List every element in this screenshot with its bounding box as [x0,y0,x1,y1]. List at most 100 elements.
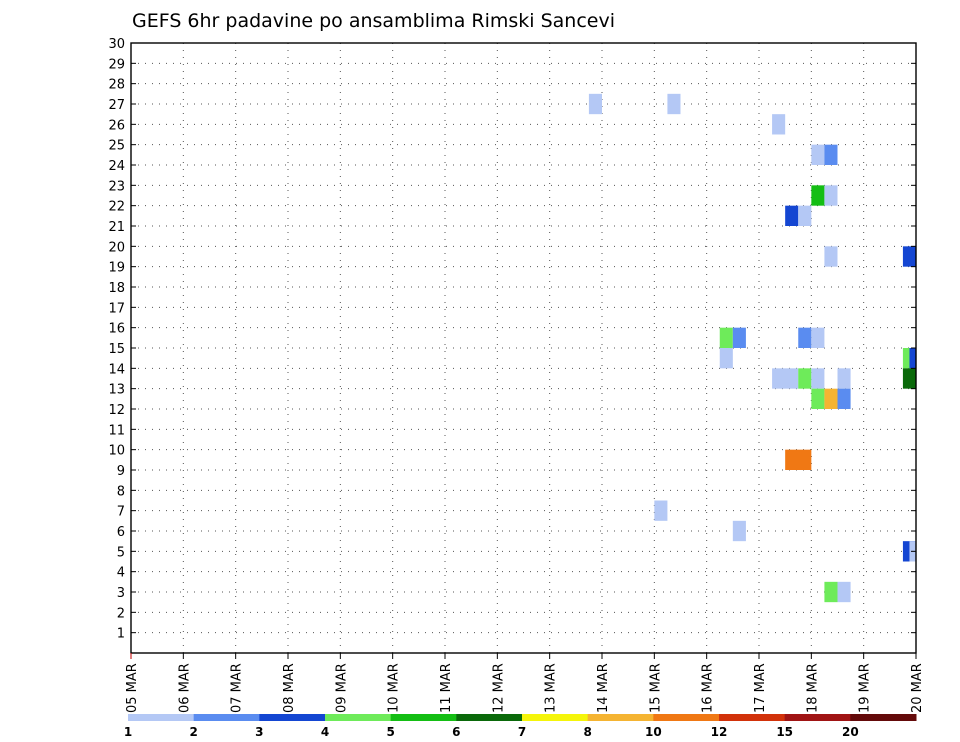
legend-label: 1 [124,725,132,739]
y-tick-label: 5 [117,545,125,560]
y-tick-label: 21 [108,220,125,235]
y-tick-label: 23 [108,179,125,194]
y-tick-label: 28 [108,78,125,93]
data-cell [902,368,916,389]
data-cell [719,327,733,348]
data-cell [772,114,786,135]
data-cell [811,388,825,409]
y-tick-label: 29 [108,57,125,72]
y-tick-label: 30 [108,37,125,52]
y-tick-label: 12 [108,403,125,418]
y-tick-label: 25 [108,139,125,154]
data-cell [837,388,851,409]
x-axis: 05 MAR 06 MAR 07 MAR 08 MAR 09 MAR 10 MAR 11 M… [125,653,925,713]
legend-swatch [719,714,786,721]
y-tick-label: 9 [117,464,125,479]
y-tick-label: 24 [108,159,125,174]
x-tick-label: 08 MAR [282,663,297,713]
x-tick-label: 15 MAR [648,663,663,713]
legend-label: 8 [583,725,591,739]
data-cell [909,348,916,369]
legend-label: 4 [321,725,329,739]
y-tick-label: 8 [117,484,125,499]
legend-label: 12 [711,725,728,739]
legend-swatch [456,714,523,721]
y-tick-label: 10 [108,444,125,459]
y-tick-label: 1 [117,627,125,642]
legend-swatch [587,714,654,721]
data-cell [588,93,602,115]
data-cell [811,144,825,165]
data-cell [824,581,838,603]
data-cell [785,205,799,226]
y-tick-label: 6 [117,525,125,540]
x-tick-label: 18 MAR [805,663,820,713]
x-tick-label: 17 MAR [753,663,768,713]
legend-swatch [259,714,326,721]
data-cell [837,581,851,603]
x-tick-label: 20 MAR [910,663,925,713]
legend-swatch [193,714,260,721]
legend-label: 7 [518,725,526,739]
legend-swatch [325,714,392,721]
data-cell [654,500,668,521]
legend-label: 2 [189,725,197,739]
x-tick-label: 19 MAR [858,663,873,713]
x-tick-label: 14 MAR [596,663,611,713]
data-cell [811,185,825,206]
y-tick-label: 14 [108,362,125,377]
data-cell [667,93,681,115]
legend-swatch [390,714,457,721]
legend-swatch [850,714,917,721]
y-tick-label: 16 [108,322,125,337]
y-tick-label: 2 [117,606,125,621]
legend-label: 3 [255,725,263,739]
x-tick-label: 10 MAR [387,663,402,713]
y-tick-label: 18 [108,281,125,296]
data-cell [824,388,838,409]
data-cell [811,327,825,348]
data-cell [798,327,812,348]
data-cell [811,368,825,389]
y-tick-label: 13 [108,383,125,398]
y-tick-label: 11 [108,423,125,438]
data-cell [824,246,838,267]
x-tick-label: 07 MAR [230,663,245,713]
cells-layer [588,93,916,603]
x-tick-label: 16 MAR [701,663,716,713]
y-tick-label: 17 [108,301,125,316]
y-tick-label: 4 [117,566,125,581]
x-tick-label: 09 MAR [334,663,349,713]
legend-label: 10 [645,725,662,739]
x-tick-label: 12 MAR [491,663,506,713]
x-tick-label: 11 MAR [439,663,454,713]
x-tick-label: 06 MAR [177,663,192,713]
x-tick-label: 13 MAR [544,663,559,713]
y-tick-label: 27 [108,98,125,113]
data-cell [824,185,838,206]
color-legend: 1 2 3 4 5 6 7 8 10 12 15 20 [124,714,917,739]
data-cell [798,205,812,226]
y-tick-label: 3 [117,586,125,601]
y-tick-label: 7 [117,505,125,520]
data-cell [798,368,812,389]
legend-label: 6 [452,725,460,739]
data-cell [732,327,746,348]
data-cell [772,368,799,389]
legend-swatch [128,714,195,721]
legend-label: 20 [842,725,859,739]
legend-label: 5 [386,725,394,739]
y-tick-label: 15 [108,342,125,357]
chart-title: GEFS 6hr padavine po ansamblima Rimski S… [132,10,615,32]
legend-label: 15 [776,725,793,739]
data-cell [902,246,916,267]
y-tick-label: 22 [108,200,125,215]
legend-swatch [653,714,720,721]
y-tick-label: 20 [108,240,125,255]
data-cell [824,144,838,165]
y-tick-label: 26 [108,118,125,133]
data-cell [719,348,733,369]
y-tick-label: 19 [108,261,125,276]
y-axis: 1234567891011121314151617181920212223242… [108,37,916,642]
